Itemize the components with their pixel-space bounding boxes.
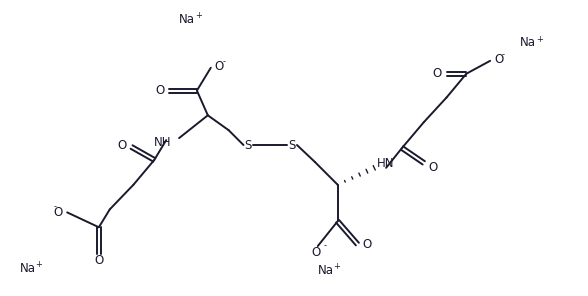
Text: -: - [502, 50, 505, 59]
Text: O: O [494, 53, 503, 66]
Text: O: O [311, 245, 320, 258]
Text: Na: Na [520, 36, 536, 49]
Text: O: O [155, 84, 164, 97]
Text: O: O [429, 161, 438, 174]
Text: O: O [215, 60, 224, 73]
Text: Na: Na [179, 13, 195, 26]
Text: S: S [245, 139, 252, 152]
Text: O: O [53, 206, 62, 219]
Text: NH: NH [153, 136, 171, 149]
Text: O: O [362, 238, 372, 251]
Text: -: - [223, 57, 226, 66]
Text: O: O [94, 255, 103, 267]
Text: Na: Na [318, 264, 334, 277]
Text: -: - [324, 242, 327, 251]
Text: O: O [432, 67, 442, 80]
Text: HN: HN [377, 157, 395, 170]
Text: +: + [195, 11, 202, 20]
Text: S: S [288, 139, 296, 152]
Text: +: + [536, 35, 543, 44]
Text: Na: Na [19, 262, 35, 275]
Text: O: O [118, 139, 126, 152]
Text: +: + [35, 260, 42, 269]
Text: +: + [333, 262, 340, 271]
Text: -: - [54, 202, 56, 211]
